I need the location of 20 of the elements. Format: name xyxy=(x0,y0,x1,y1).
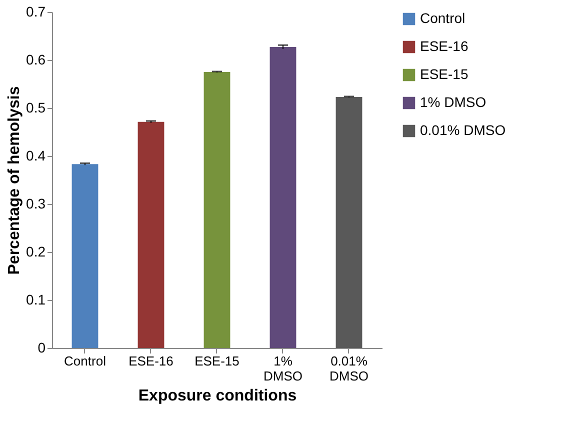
legend-label: ESE-15 xyxy=(420,66,468,82)
legend-label: ESE-16 xyxy=(420,38,468,54)
x-tick-label: 0.01% DMSO xyxy=(330,354,368,384)
legend-label: 0.01% DMSO xyxy=(420,122,506,138)
y-tick-label: 0.2 xyxy=(26,244,46,260)
x-tick-label: Control xyxy=(64,354,106,368)
y-axis-title: Percentage of hemolysis xyxy=(6,86,24,275)
x-tick-label: 1% DMSO xyxy=(264,354,302,384)
y-tick-label: 0.6 xyxy=(26,52,46,68)
y-tick-label: 0.7 xyxy=(26,4,46,20)
x-tick-label: ESE-16 xyxy=(128,354,174,368)
legend-label: Control xyxy=(420,10,466,26)
x-tick-label: ESE-15 xyxy=(194,354,240,368)
y-tick-label: 0.3 xyxy=(26,196,46,212)
x-axis-title: Exposure conditions xyxy=(138,388,297,404)
y-tick-label: 0.5 xyxy=(26,100,46,116)
legend-label: 1% DMSO xyxy=(420,94,486,110)
y-tick-label: 0.1 xyxy=(26,292,46,308)
y-tick-label: 0 xyxy=(38,340,46,356)
y-tick-label: 0.4 xyxy=(26,148,46,164)
